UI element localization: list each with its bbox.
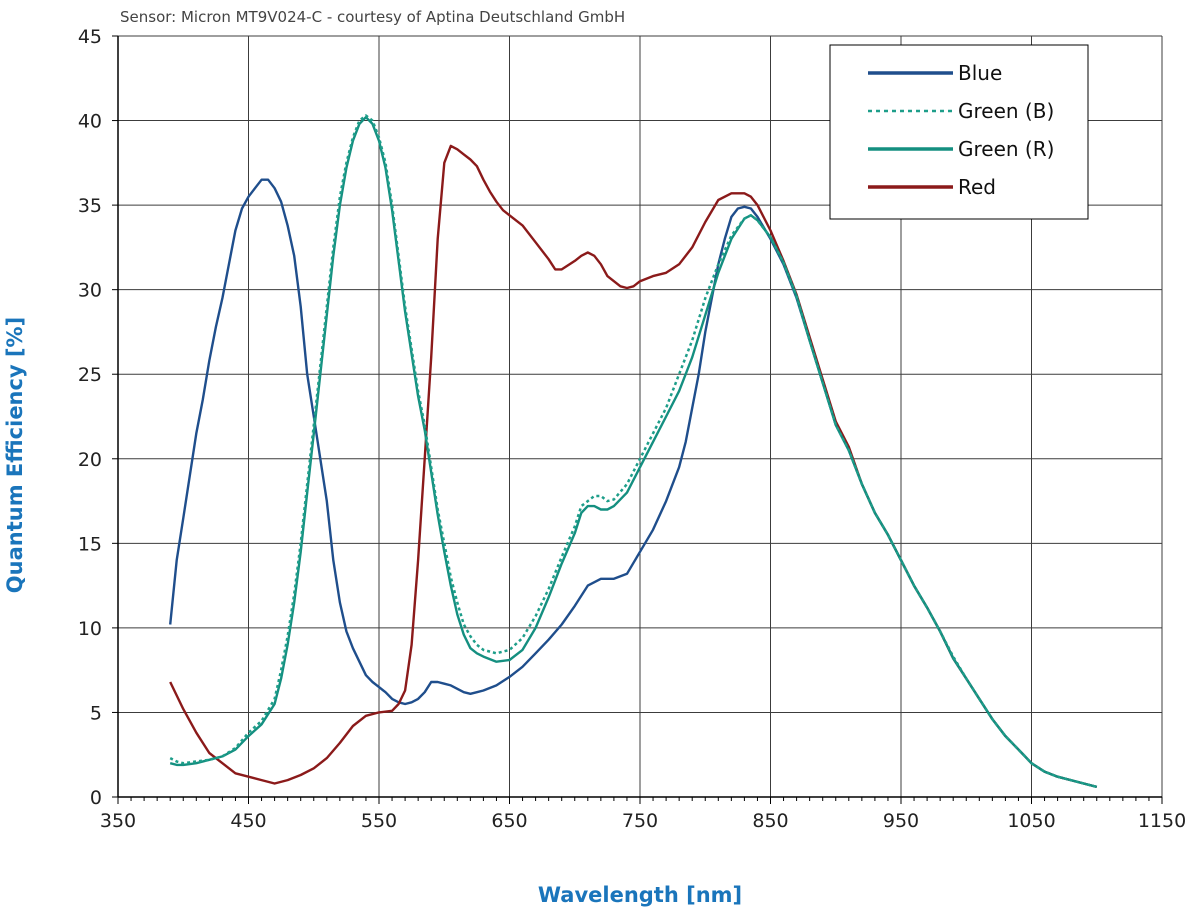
x-tick-label: 450 xyxy=(230,810,266,832)
legend-label-blue: Blue xyxy=(958,61,1002,85)
x-tick-label: 650 xyxy=(491,810,527,832)
x-tick-label: 750 xyxy=(622,810,658,832)
legend: Blue Green (B) Green (R) Red xyxy=(829,44,1089,220)
y-tick-label: 0 xyxy=(90,787,102,809)
y-axis-title: Quantum Efficiency [%] xyxy=(3,317,27,593)
y-tick-label: 30 xyxy=(78,280,102,302)
y-tick-label: 35 xyxy=(78,195,102,217)
legend-label-red: Red xyxy=(958,175,996,199)
axes xyxy=(112,35,1163,804)
legend-label-green-b: Green (B) xyxy=(958,99,1054,123)
x-tick-labels: 350 450 550 650 750 850 950 1050 1150 xyxy=(100,810,1186,832)
x-tick-label: 1150 xyxy=(1138,810,1186,832)
y-tick-labels: 0 5 10 15 20 25 30 35 40 45 xyxy=(78,26,102,809)
y-tick-label: 45 xyxy=(78,26,102,48)
series-line-green-b xyxy=(169,114,1098,789)
chart-subtitle: Sensor: Micron MT9V024-C - courtesy of A… xyxy=(120,8,625,26)
x-tick-label: 350 xyxy=(100,810,136,832)
x-tick-label: 850 xyxy=(752,810,788,832)
x-tick-label: 1050 xyxy=(1007,810,1055,832)
series-layer xyxy=(169,114,1098,789)
y-tick-label: 20 xyxy=(78,449,102,471)
y-tick-label: 5 xyxy=(90,702,102,724)
x-tick-label: 950 xyxy=(883,810,919,832)
y-tick-label: 25 xyxy=(78,364,102,386)
x-tick-label: 550 xyxy=(361,810,397,832)
x-axis-title: Wavelength [nm] xyxy=(538,883,742,907)
y-tick-label: 15 xyxy=(78,533,102,555)
y-tick-label: 10 xyxy=(78,618,102,640)
legend-label-green-r: Green (R) xyxy=(958,137,1054,161)
y-tick-label: 40 xyxy=(78,111,102,133)
